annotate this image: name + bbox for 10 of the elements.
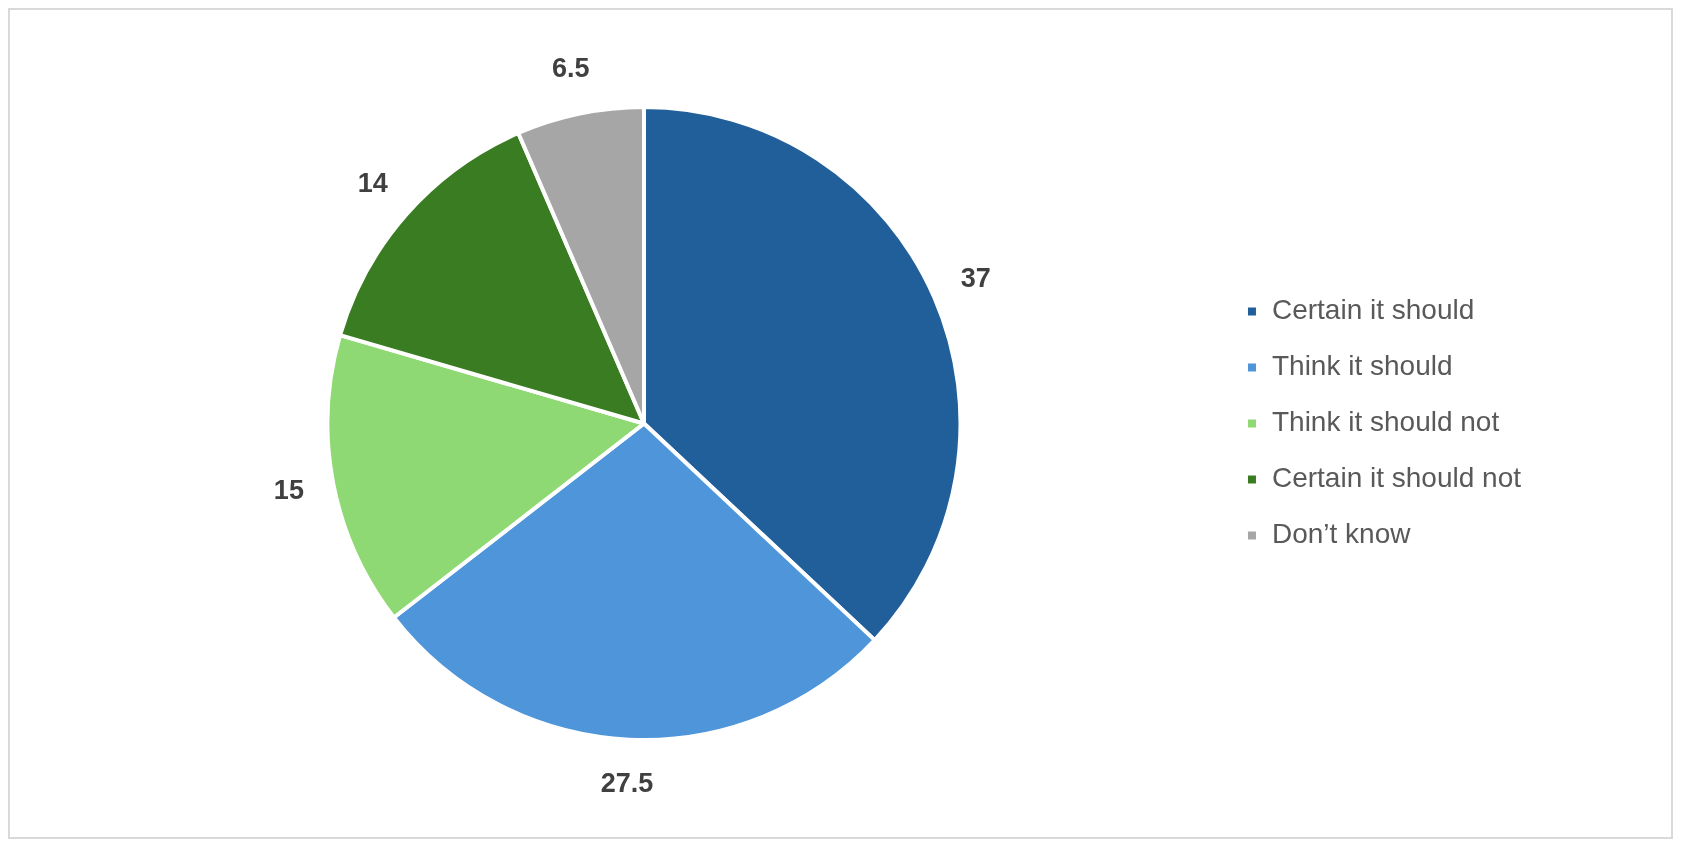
legend-label: Think it should not (1271, 406, 1500, 438)
data-label: 15 (273, 474, 304, 505)
legend-label: Think it should (1271, 350, 1453, 382)
legend-label: Don’t know (1271, 518, 1412, 550)
data-label: 14 (357, 167, 388, 198)
legend-label: Certain it should not (1271, 462, 1522, 494)
data-label: 6.5 (551, 52, 590, 83)
data-label: 37 (960, 263, 991, 294)
data-label: 27.5 (600, 768, 654, 799)
legend-label: Certain it should (1271, 294, 1475, 326)
